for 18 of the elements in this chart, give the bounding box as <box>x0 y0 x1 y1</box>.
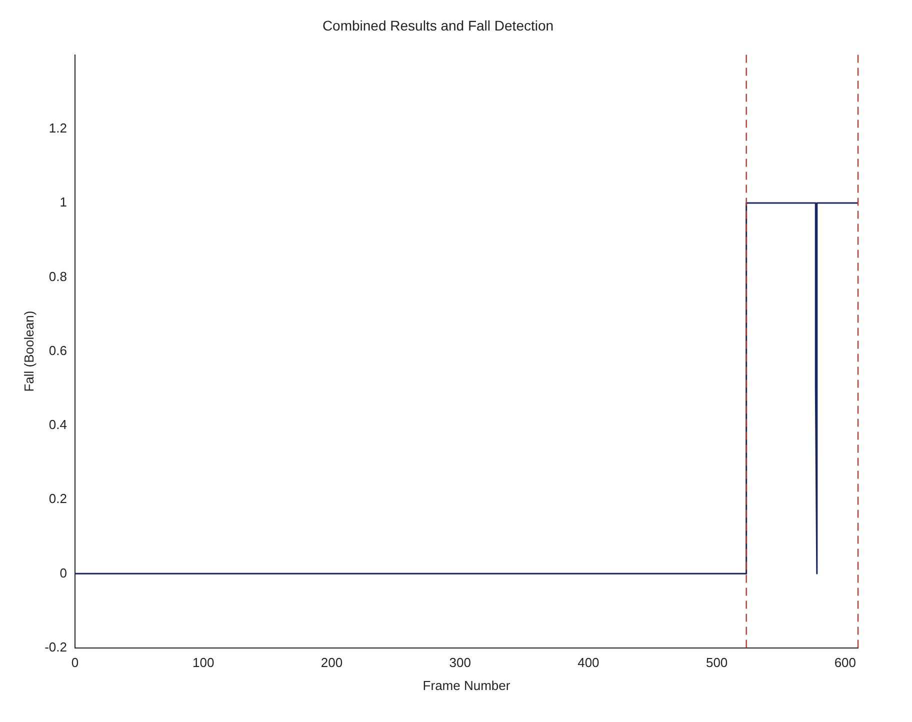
y-axis-title: Fall (Boolean) <box>21 310 36 392</box>
x-tick-label: 400 <box>578 655 600 670</box>
chart-title: Combined Results and Fall Detection <box>322 17 554 34</box>
y-tick-label: -0.2 <box>44 639 67 654</box>
x-tick-label: 300 <box>449 655 471 670</box>
y-tick-label: 0.4 <box>48 417 67 432</box>
y-tick-label: 1 <box>60 194 67 210</box>
y-tick-label: 1.2 <box>48 120 67 136</box>
x-axis-title: Frame Number <box>422 678 511 693</box>
y-tick-label: 0 <box>60 565 67 580</box>
y-tick-label: 0.8 <box>48 268 67 284</box>
y-tick-label: 0.2 <box>48 491 67 506</box>
x-tick-label: 0 <box>71 655 79 670</box>
x-tick-label: 200 <box>320 655 343 670</box>
x-tick-label: 600 <box>834 655 856 670</box>
x-tick-label: 100 <box>192 655 214 670</box>
x-tick-label: 500 <box>706 655 728 670</box>
y-tick-label: 0.6 <box>48 342 67 358</box>
